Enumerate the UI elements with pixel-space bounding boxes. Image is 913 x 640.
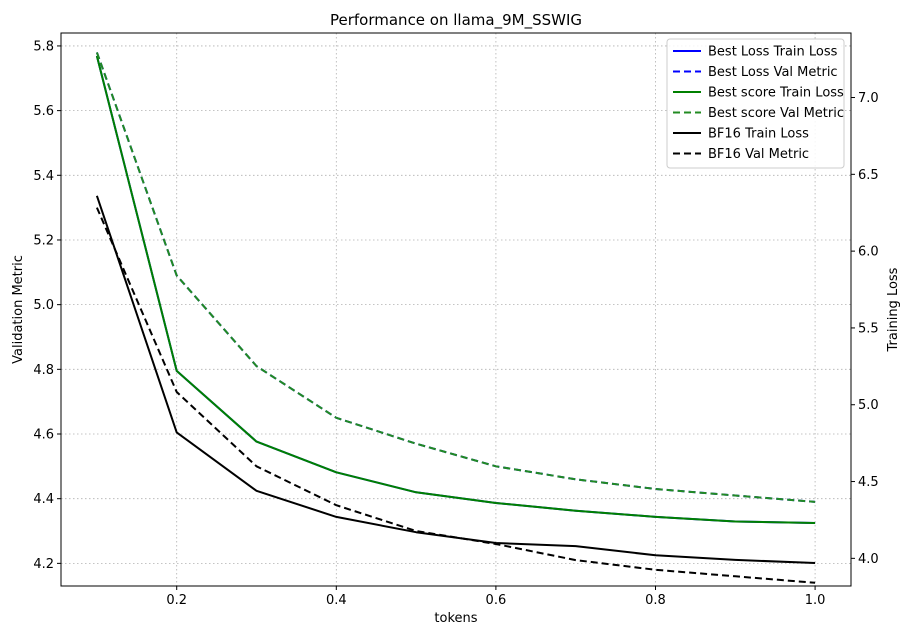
series-line-best-score-train-loss <box>95 55 816 524</box>
y-right-tick-label: 7.0 <box>858 91 879 106</box>
legend-label: Best score Train Loss <box>708 86 844 101</box>
x-axis-ticks: 0.2 0.4 0.6 0.8 1.0 <box>166 586 825 608</box>
y-left-tick-label: 5.4 <box>33 169 54 184</box>
legend-label: Best Loss Train Loss <box>708 45 838 60</box>
y-axis-right-ticks: 4.0 4.5 5.0 5.5 6.0 6.5 7.0 <box>851 91 879 567</box>
x-tick-label: 0.8 <box>645 593 666 608</box>
y-left-tick-label: 4.8 <box>33 363 54 378</box>
y-right-tick-label: 6.5 <box>858 168 879 183</box>
x-tick-label: 0.2 <box>166 593 187 608</box>
y-left-tick-label: 5.6 <box>33 104 54 119</box>
y-axis-left-title: Validation Metric <box>11 255 26 364</box>
legend-label: Best score Val Metric <box>708 106 844 121</box>
series-line-best-score-val-metric <box>95 52 816 503</box>
y-right-tick-label: 5.0 <box>858 398 879 413</box>
x-tick-label: 0.6 <box>486 593 507 608</box>
legend-label: Best Loss Val Metric <box>708 65 838 80</box>
legend: Best Loss Train Loss Best Loss Val Metric… <box>666 38 845 169</box>
x-tick-label: 1.0 <box>805 593 826 608</box>
y-right-tick-label: 6.0 <box>858 245 879 260</box>
y-axis-left-ticks: 4.2 4.4 4.6 4.8 5.0 5.2 5.4 5.6 5.8 <box>33 39 61 572</box>
y-left-tick-label: 5.8 <box>33 39 54 54</box>
y-left-tick-label: 5.2 <box>33 233 54 248</box>
y-left-tick-label: 4.4 <box>33 492 54 507</box>
y-left-tick-label: 5.0 <box>33 298 54 313</box>
series-line-bf16-train-loss <box>95 195 816 564</box>
series-line-bf16-val-metric <box>95 207 816 584</box>
legend-box <box>666 38 845 169</box>
y-left-tick-label: 4.6 <box>33 428 54 443</box>
y-right-tick-label: 5.5 <box>858 321 879 336</box>
legend-label: BF16 Val Metric <box>708 147 809 162</box>
plot-frame <box>60 32 852 587</box>
y-right-tick-label: 4.0 <box>858 552 879 567</box>
legend-label: BF16 Train Loss <box>708 127 809 142</box>
y-axis-right-title: Training Loss <box>886 267 901 352</box>
series-lines <box>95 52 816 584</box>
y-left-tick-label: 4.2 <box>33 557 54 572</box>
x-axis-title: tokens <box>434 611 477 626</box>
x-tick-label: 0.4 <box>326 593 347 608</box>
y-right-tick-label: 4.5 <box>858 475 879 490</box>
chart-title: Performance on llama_9M_SSWIG <box>330 11 582 30</box>
